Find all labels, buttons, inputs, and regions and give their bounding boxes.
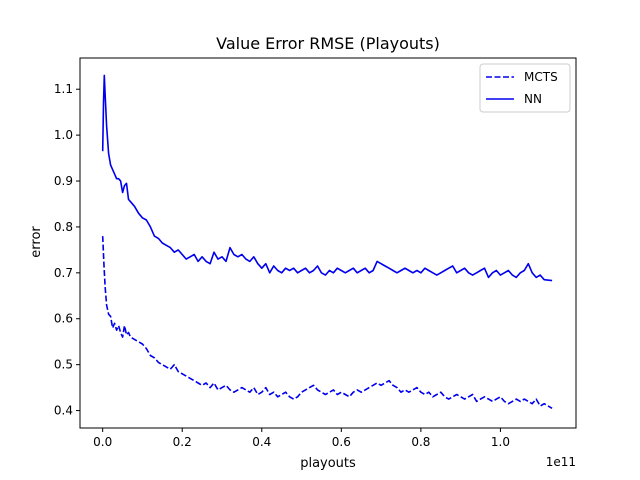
x-axis-offset-label: 1e11 xyxy=(546,455,576,469)
legend-label-nn: NN xyxy=(524,92,542,106)
axes-frame xyxy=(79,57,577,429)
y-tick-label: 0.4 xyxy=(54,404,73,418)
y-axis-label: error xyxy=(29,226,44,258)
y-tick-label: 0.5 xyxy=(54,358,73,372)
x-tick-label: 0.4 xyxy=(252,435,271,449)
x-tick-label: 0.8 xyxy=(411,435,430,449)
x-axis-label: playouts xyxy=(300,456,356,471)
x-tick-label: 0.6 xyxy=(332,435,351,449)
series-line-mcts xyxy=(101,236,553,409)
y-tick-label: 0.7 xyxy=(54,266,73,280)
chart-title: Value Error RMSE (Playouts) xyxy=(216,34,440,53)
legend-box xyxy=(479,63,571,113)
y-tick-label: 1.0 xyxy=(54,128,73,142)
x-tick-label: 1.0 xyxy=(491,435,510,449)
legend-label-mcts: MCTS xyxy=(524,70,558,84)
y-tick-label: 0.9 xyxy=(54,174,73,188)
plot-area: 0.0 0.2 0.4 0.6 0.8 1.0 0.4 0.5 0.6 0.7 0.8 0.9 1.0 1… xyxy=(54,57,577,449)
y-tick-label: 0.6 xyxy=(54,312,73,326)
y-tick-label: 1.1 xyxy=(54,82,73,96)
x-tick-label: 0.0 xyxy=(93,435,112,449)
y-tick-label: 0.8 xyxy=(54,220,73,234)
x-tick-label: 0.2 xyxy=(173,435,192,449)
series-line-nn xyxy=(101,74,553,282)
